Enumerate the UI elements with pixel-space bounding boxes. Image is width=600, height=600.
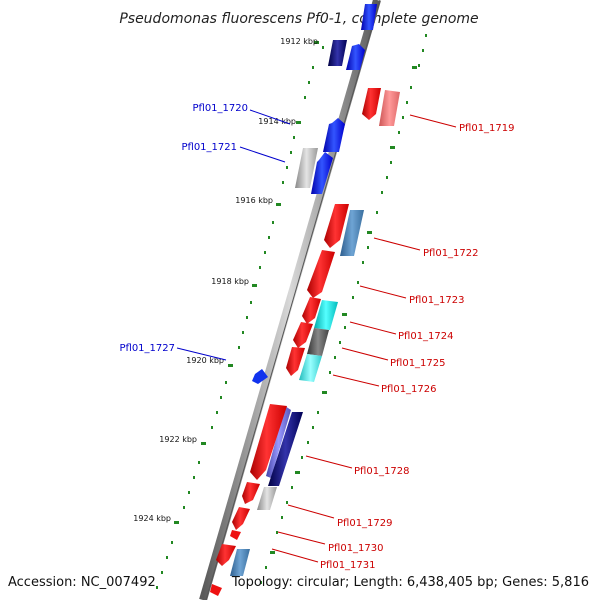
genome-backbone-edge	[205, 0, 381, 600]
tick-label-1914: 1914 kbp	[258, 117, 296, 126]
leader-line	[359, 285, 407, 299]
tick-label-1918: 1918 kbp	[211, 277, 249, 286]
leader-line	[277, 531, 326, 545]
gene-arrow[interactable]	[328, 40, 347, 66]
leader-line	[373, 237, 421, 251]
gene-arrow[interactable]	[307, 328, 329, 356]
leader-line	[341, 347, 389, 361]
gene-label-pfl01-1728[interactable]: Pfl01_1728	[354, 466, 410, 477]
gene-label-pfl01-1727[interactable]: Pfl01_1727	[119, 343, 175, 354]
gene-label-pfl01-1731[interactable]: Pfl01_1731	[320, 560, 376, 571]
accession-text: Accession: NC_007492	[8, 575, 156, 590]
tick-label-1920: 1920 kbp	[186, 356, 224, 365]
gene-label-pfl01-1726[interactable]: Pfl01_1726	[381, 384, 437, 395]
gene-label-pfl01-1725[interactable]: Pfl01_1725	[390, 358, 446, 369]
map-title: Pseudomonas fluorescens Pf0-1, complete …	[119, 11, 478, 27]
gene-label-pfl01-1722[interactable]: Pfl01_1722	[423, 248, 479, 259]
leader-line	[349, 321, 397, 335]
gene-label-pfl01-1730[interactable]: Pfl01_1730	[328, 543, 384, 554]
gene-label-pfl01-1723[interactable]: Pfl01_1723	[409, 295, 465, 306]
leader-line	[271, 548, 319, 563]
gene-arrow[interactable]	[268, 412, 303, 486]
tick-label-1916: 1916 kbp	[235, 196, 273, 205]
gene-label-pfl01-1724[interactable]: Pfl01_1724	[398, 331, 454, 342]
gene-arrow[interactable]	[293, 322, 313, 348]
gene-arrow[interactable]	[323, 118, 345, 152]
leader-line	[305, 455, 353, 469]
gene-arrow[interactable]	[299, 354, 322, 382]
tick-label-1922: 1922 kbp	[159, 435, 197, 444]
leader-line	[287, 504, 335, 519]
gene-label-pfl01-1721[interactable]: Pfl01_1721	[181, 142, 237, 153]
gene-arrow[interactable]	[216, 544, 236, 566]
gene-label-pfl01-1719[interactable]: Pfl01_1719	[459, 123, 515, 134]
gene-arrow[interactable]	[232, 507, 250, 530]
right-gene-labels: Pfl01_1719 Pfl01_1722 Pfl01_1723 Pfl01_1…	[271, 114, 515, 571]
tick-label-1912: 1912 kbp	[280, 37, 318, 46]
gene-arrow[interactable]	[295, 148, 318, 188]
genome-info-text: Topology: circular; Length: 6,438,405 bp…	[231, 575, 589, 590]
leader-line	[176, 347, 227, 361]
gene-arrow[interactable]	[340, 210, 364, 256]
gene-arrow[interactable]	[362, 88, 381, 120]
leader-line	[332, 374, 380, 387]
gene-arrow[interactable]	[361, 4, 377, 30]
tick-ring-outer	[260, 34, 427, 584]
gene-arrow[interactable]	[257, 487, 277, 510]
gene-arrow[interactable]	[307, 250, 335, 298]
gene-arrow[interactable]	[286, 347, 305, 376]
gene-arrow[interactable]	[311, 152, 333, 194]
gene-label-pfl01-1720[interactable]: Pfl01_1720	[192, 103, 248, 114]
gene-arrow[interactable]	[250, 404, 287, 480]
gene-arrow[interactable]	[266, 406, 291, 478]
gene-arrow[interactable]	[314, 300, 338, 330]
gene-arrow[interactable]	[324, 204, 349, 248]
gene-arrow[interactable]	[210, 584, 222, 596]
reverse-strand-genes	[210, 88, 400, 596]
leader-line	[409, 114, 457, 128]
gene-arrow[interactable]	[252, 369, 268, 384]
gene-label-pfl01-1729[interactable]: Pfl01_1729	[337, 518, 393, 529]
gene-arrow[interactable]	[302, 297, 321, 324]
gene-arrow[interactable]	[242, 482, 260, 504]
gene-arrow[interactable]	[379, 90, 400, 126]
gene-arrow[interactable]	[230, 549, 250, 576]
left-gene-labels: Pfl01_1720 Pfl01_1721 Pfl01_1727	[119, 103, 291, 361]
leader-line	[249, 109, 291, 125]
gene-arrow[interactable]	[346, 44, 365, 70]
forward-strand-genes	[230, 4, 377, 576]
tick-ring-inner	[156, 41, 324, 589]
leader-line	[239, 146, 286, 163]
genome-backbone	[199, 0, 381, 600]
gene-arrow[interactable]	[230, 530, 241, 540]
tick-label-1924: 1924 kbp	[133, 514, 171, 523]
